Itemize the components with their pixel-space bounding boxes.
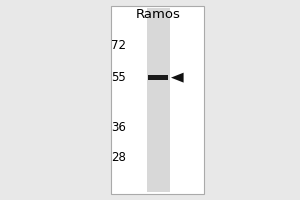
Bar [148,75,168,80]
Bar [111,6,204,194]
Text: 72: 72 [111,39,126,52]
Text: 55: 55 [111,71,126,84]
Bar [147,8,170,192]
Text: 28: 28 [111,151,126,164]
Text: 36: 36 [111,121,126,134]
Text: Ramos: Ramos [136,8,181,21]
Polygon shape [171,73,184,83]
